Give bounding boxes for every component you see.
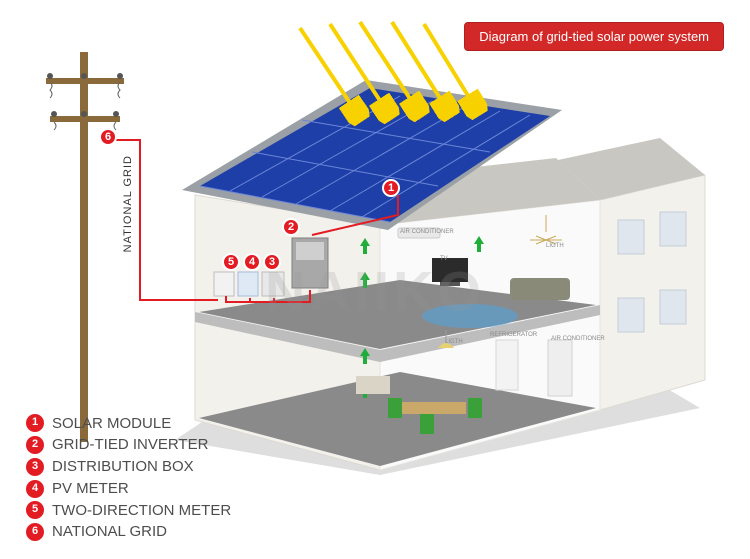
title-badge: Diagram of grid-tied solar power system — [464, 22, 724, 51]
watermark: NAIIKO — [265, 258, 485, 323]
legend-label: TWO-DIRECTION METER — [52, 500, 231, 522]
legend-label: NATIONAL GRID — [52, 521, 167, 543]
legend-marker-icon: 1 — [26, 414, 44, 432]
diagram-marker-6: 6 — [99, 128, 117, 146]
legend-row: 1 SOLAR MODULE — [26, 413, 231, 435]
diagram-marker-2: 2 — [282, 218, 300, 236]
legend-label: PV METER — [52, 478, 129, 500]
appliance-label: LIGTH — [445, 339, 463, 345]
diagram-marker-5: 5 — [222, 253, 240, 271]
appliance-label: REFRIGERATOR — [490, 332, 538, 338]
diagram-marker-3: 3 — [263, 253, 281, 271]
legend: 1 SOLAR MODULE 2 GRID-TIED INVERTER 3 DISTRIB… — [26, 413, 231, 544]
legend-row: 2 GRID-TIED INVERTER — [26, 434, 231, 456]
legend-label: GRID-TIED INVERTER — [52, 434, 208, 456]
appliance-label: AIR CONDITIONER — [551, 336, 605, 342]
legend-marker-icon: 5 — [26, 501, 44, 519]
appliance-label: AIR CONDITIONER — [400, 229, 454, 235]
legend-marker-icon: 6 — [26, 523, 44, 541]
legend-label: DISTRIBUTION BOX — [52, 456, 194, 478]
diagram-marker-4: 4 — [243, 253, 261, 271]
legend-marker-icon: 2 — [26, 436, 44, 454]
legend-marker-icon: 4 — [26, 480, 44, 498]
utility-pole — [46, 52, 124, 442]
appliance-label: LIGTH — [546, 243, 564, 249]
legend-row: 6 NATIONAL GRID — [26, 521, 231, 543]
diagram-marker-1: 1 — [382, 179, 400, 197]
legend-row: 3 DISTRIBUTION BOX — [26, 456, 231, 478]
legend-label: SOLAR MODULE — [52, 413, 171, 435]
legend-row: 4 PV METER — [26, 478, 231, 500]
national-grid-label: NATIONAL GRID — [122, 155, 134, 252]
legend-marker-icon: 3 — [26, 458, 44, 476]
legend-row: 5 TWO-DIRECTION METER — [26, 500, 231, 522]
